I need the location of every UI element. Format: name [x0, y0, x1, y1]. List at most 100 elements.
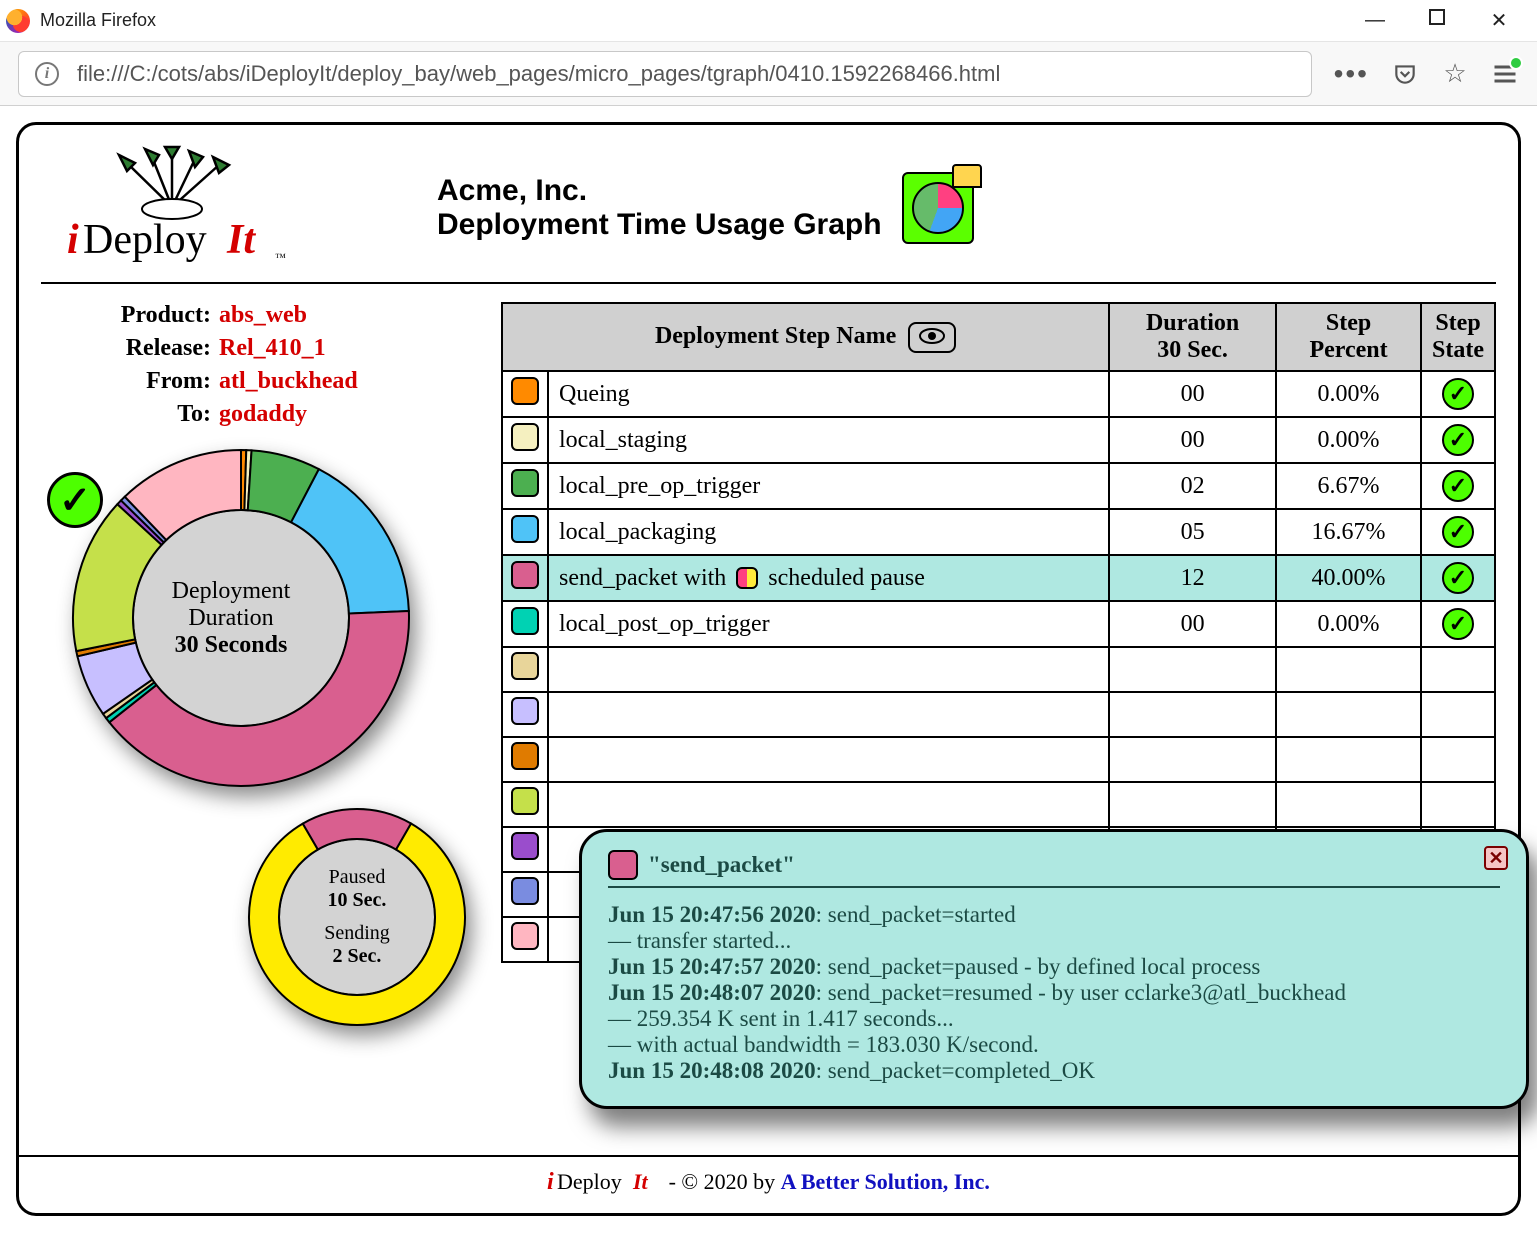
step-color-swatch	[502, 509, 548, 555]
pause-sending-donut-chart: Paused 10 Sec. Sending 2 Sec.	[237, 797, 477, 1037]
col-duration: Duration30 Sec.	[1109, 303, 1276, 371]
step-name-cell: local_pre_op_trigger	[548, 463, 1109, 509]
step-state-cell: ✓	[1421, 601, 1495, 647]
firefox-icon	[6, 9, 30, 33]
url-bar[interactable]: i file:///C:/cots/abs/iDeployIt/deploy_b…	[18, 51, 1312, 97]
check-ok-icon: ✓	[1442, 562, 1474, 594]
tooltip-line: Jun 15 20:48:08 2020: send_packet=comple…	[608, 1058, 1500, 1084]
tooltip-body: Jun 15 20:47:56 2020: send_packet=starte…	[608, 902, 1500, 1084]
donut2-sending-value: 2 Sec.	[333, 945, 382, 968]
col-step-name: Deployment Step Name	[502, 303, 1109, 371]
scheduled-pause-icon	[736, 567, 758, 589]
check-ok-icon: ✓	[1442, 424, 1474, 456]
meta-from-value: atl_buckhead	[219, 368, 358, 395]
steps-table-header-row: Deployment Step Name Duration30 Sec. Ste…	[502, 303, 1495, 371]
step-percent-cell: 6.67%	[1276, 463, 1421, 509]
meta-to-label: To:	[41, 401, 211, 428]
check-ok-icon: ✓	[1442, 608, 1474, 640]
tooltip-line: — with actual bandwidth = 183.030 K/seco…	[608, 1032, 1500, 1058]
step-duration-cell: 00	[1109, 371, 1276, 417]
step-duration-cell	[1109, 782, 1276, 827]
site-info-icon[interactable]: i	[35, 62, 59, 86]
hamburger-menu-icon[interactable]	[1491, 60, 1519, 88]
url-text: file:///C:/cots/abs/iDeployIt/deploy_bay…	[77, 61, 1000, 87]
footer-logo: i Deploy It	[547, 1167, 657, 1201]
meta-release-label: Release:	[41, 335, 211, 362]
step-tooltip-card: ✕ "send_packet" Jun 15 20:47:56 2020: se…	[579, 829, 1529, 1109]
step-color-swatch	[502, 647, 548, 692]
window-maximize-button[interactable]	[1429, 9, 1445, 25]
table-row[interactable]: send_packet with scheduled pause1240.00%…	[502, 555, 1495, 601]
meta-product-label: Product:	[41, 302, 211, 329]
pocket-icon[interactable]	[1391, 60, 1419, 88]
donut1-label3: 30 Seconds	[175, 632, 288, 659]
step-name-cell	[548, 782, 1109, 827]
deployment-meta: Product:abs_web Release:Rel_410_1 From:a…	[41, 302, 471, 428]
tooltip-line: — 259.354 K sent in 1.417 seconds...	[608, 1006, 1500, 1032]
step-state-cell	[1421, 692, 1495, 737]
step-percent-cell	[1276, 692, 1421, 737]
step-state-cell	[1421, 647, 1495, 692]
company-name: Acme, Inc.	[437, 174, 882, 208]
table-row[interactable]: local_pre_op_trigger026.67% ✓	[502, 463, 1495, 509]
step-percent-cell	[1276, 782, 1421, 827]
tooltip-close-button[interactable]: ✕	[1484, 846, 1508, 870]
table-row[interactable]: local_staging000.00%✓	[502, 417, 1495, 463]
footer-link[interactable]: A Better Solution, Inc.	[781, 1169, 990, 1194]
step-percent-cell: 40.00%	[1276, 555, 1421, 601]
step-name-cell	[548, 647, 1109, 692]
tooltip-line: Jun 15 20:47:56 2020: send_packet=starte…	[608, 902, 1500, 928]
meta-to-value: godaddy	[219, 401, 307, 428]
left-column: Product:abs_web Release:Rel_410_1 From:a…	[41, 302, 471, 1037]
page-footer: i Deploy It - © 2020 by A Better Solutio…	[19, 1155, 1518, 1213]
eye-icon[interactable]	[908, 322, 956, 353]
step-state-cell: ✓	[1421, 417, 1495, 463]
col-state: StepState	[1421, 303, 1495, 371]
step-percent-cell	[1276, 647, 1421, 692]
step-percent-cell: 0.00%	[1276, 601, 1421, 647]
meta-product-value: abs_web	[219, 302, 307, 329]
step-color-swatch	[502, 463, 548, 509]
step-duration-cell: 02	[1109, 463, 1276, 509]
step-name-cell: local_packaging	[548, 509, 1109, 555]
svg-text:™: ™	[275, 252, 286, 264]
check-ok-icon: ✓	[1442, 470, 1474, 502]
tooltip-color-swatch	[608, 850, 638, 880]
step-name-cell: local_staging	[548, 417, 1109, 463]
step-state-cell: ✓	[1421, 463, 1495, 509]
bookmark-star-icon[interactable]: ☆	[1441, 60, 1469, 88]
table-row[interactable]	[502, 692, 1495, 737]
header-separator	[41, 282, 1496, 284]
table-row[interactable]	[502, 647, 1495, 692]
tooltip-title: "send_packet"	[648, 852, 795, 878]
meta-from-label: From:	[41, 368, 211, 395]
page-actions-icon[interactable]: •••	[1334, 58, 1369, 90]
window-close-button[interactable]: ✕	[1487, 9, 1511, 33]
step-state-cell: ✓	[1421, 371, 1495, 417]
step-name-cell	[548, 692, 1109, 737]
table-row[interactable]: local_packaging0516.67%✓	[502, 509, 1495, 555]
table-row[interactable]	[502, 737, 1495, 782]
donut1-label1: Deployment	[172, 578, 291, 605]
step-color-swatch	[502, 692, 548, 737]
step-duration-cell: 00	[1109, 601, 1276, 647]
window-minimize-button[interactable]: —	[1363, 9, 1387, 33]
step-name-cell	[548, 737, 1109, 782]
step-state-cell	[1421, 737, 1495, 782]
step-color-swatch	[502, 872, 548, 917]
step-duration-cell	[1109, 647, 1276, 692]
step-percent-cell: 0.00%	[1276, 371, 1421, 417]
chart-badge-icon	[902, 172, 974, 244]
step-name-cell: send_packet with scheduled pause	[548, 555, 1109, 601]
step-duration-cell	[1109, 737, 1276, 782]
browser-toolbar: i file:///C:/cots/abs/iDeployIt/deploy_b…	[0, 42, 1537, 106]
svg-text:i: i	[67, 217, 79, 263]
page-frame: i Deploy It ™ Acme, Inc. Deployment Time…	[16, 122, 1521, 1216]
svg-text:Deploy: Deploy	[557, 1169, 622, 1194]
table-row[interactable]: local_post_op_trigger000.00%✓	[502, 601, 1495, 647]
col-percent: StepPercent	[1276, 303, 1421, 371]
table-row[interactable]	[502, 782, 1495, 827]
step-state-cell	[1421, 782, 1495, 827]
table-row[interactable]: Queing000.00%✓	[502, 371, 1495, 417]
step-percent-cell: 0.00%	[1276, 417, 1421, 463]
